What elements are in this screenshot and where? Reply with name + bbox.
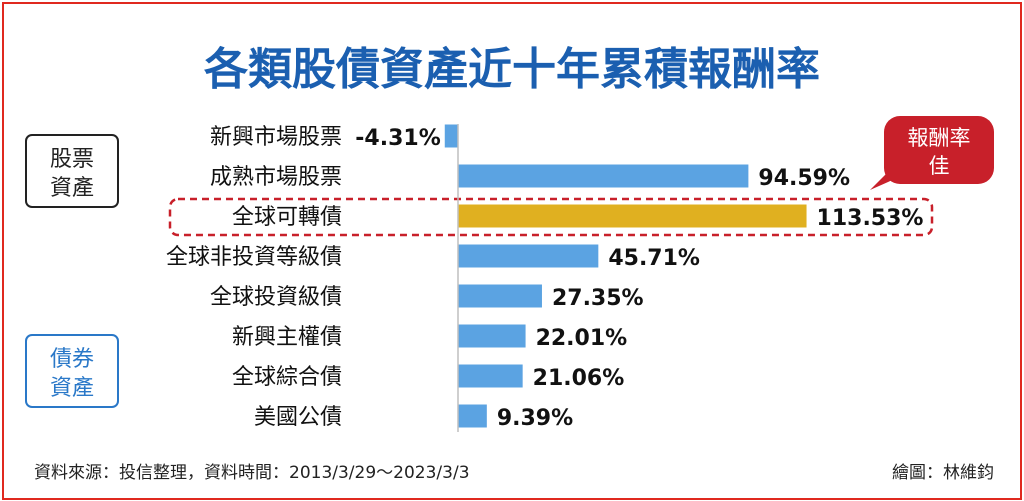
value-label-4: 27.35% <box>552 286 644 311</box>
chart-title: 各類股債資產近十年累積報酬率 <box>204 44 820 95</box>
group-stock-assets: 股票 資產 <box>25 134 119 208</box>
callout-line1: 報酬率 <box>908 126 971 150</box>
bar-3 <box>458 244 599 268</box>
highlight-frame <box>168 197 934 237</box>
group-stock-label-line2: 資產 <box>50 176 94 201</box>
category-label-7: 美國公債 <box>254 405 342 430</box>
credit-note: 繪圖：林維鈞 <box>892 463 994 483</box>
group-stock-label-line1: 股票 <box>50 147 94 172</box>
category-label-0: 新興市場股票 <box>210 125 342 150</box>
value-label-2: 113.53% <box>817 206 924 231</box>
group-bond-assets: 債券 資產 <box>25 334 119 408</box>
category-label-2: 全球可轉債 <box>232 205 342 230</box>
value-label-1: 94.59% <box>758 166 850 191</box>
category-label-1: 成熟市場股票 <box>210 165 342 190</box>
bar-6 <box>458 364 523 388</box>
bar-7 <box>458 404 487 428</box>
value-label-7: 9.39% <box>497 406 573 431</box>
category-label-6: 全球綜合債 <box>232 365 342 390</box>
value-label-0: -4.31% <box>355 126 440 151</box>
bar-0 <box>444 124 458 148</box>
category-label-5: 新興主權債 <box>232 325 342 350</box>
group-stock-box <box>25 134 119 208</box>
bars-layer: 新興市場股票 -4.31% 成熟市場股票 94.59% 全球可轉債 113.53% 全球非投… <box>166 124 924 431</box>
group-bond-label-line2: 資產 <box>50 376 94 401</box>
category-label-4: 全球投資級債 <box>210 285 342 310</box>
source-note: 資料來源：投信整理，資料時間：2013/3/29～2023/3/3 <box>34 463 470 483</box>
bar-4 <box>458 284 542 308</box>
group-bond-label-line1: 債券 <box>50 347 94 372</box>
bar-5 <box>458 324 526 348</box>
callout-badge: 報酬率 佳 <box>870 116 994 190</box>
value-label-3: 45.71% <box>608 246 700 271</box>
bar-2 <box>458 204 807 228</box>
value-label-5: 22.01% <box>536 326 628 351</box>
group-bond-box <box>25 334 119 408</box>
bar-chart: 各類股債資產近十年累積報酬率 股票 資產 債券 資產 報酬率 佳 新興市場股票 -… <box>25 44 994 483</box>
callout-bubble <box>884 116 994 184</box>
value-label-6: 21.06% <box>533 366 625 391</box>
bar-1 <box>458 164 749 188</box>
callout-line2: 佳 <box>929 154 950 178</box>
category-label-3: 全球非投資等級債 <box>166 245 342 270</box>
